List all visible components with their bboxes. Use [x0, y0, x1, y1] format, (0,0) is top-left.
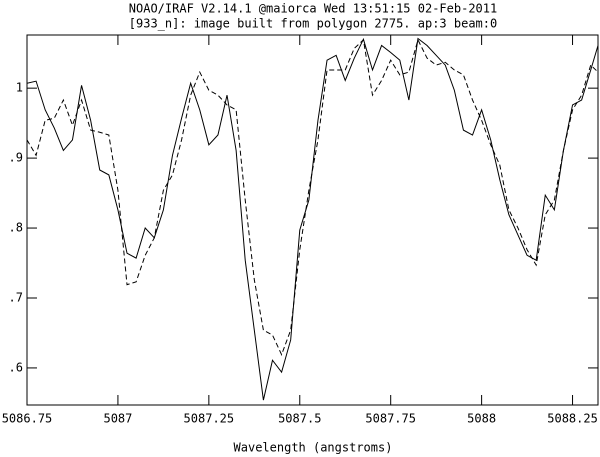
- x-axis-label: Wavelength (angstroms): [234, 441, 393, 455]
- y-tick-label: .7: [9, 290, 23, 304]
- chart-title: NOAO/IRAF V2.14.1 @maiorca Wed 13:51:15 …: [129, 2, 497, 16]
- x-tick-label: 5087.75: [365, 412, 416, 426]
- chart-subtitle: [933_n]: image built from polygon 2775. …: [129, 17, 497, 31]
- y-tick-label: .8: [9, 221, 23, 235]
- data-line: [27, 38, 598, 356]
- y-tick-label: 1: [16, 81, 23, 95]
- y-tick-label: .9: [9, 151, 23, 165]
- x-tick-label: 5087.5: [278, 412, 321, 426]
- x-tick-label: 5086.75: [2, 412, 53, 426]
- x-tick-label: 5088: [467, 412, 496, 426]
- data-line: [27, 37, 598, 401]
- x-tick-label: 5087.25: [184, 412, 235, 426]
- y-tick-label: .6: [9, 360, 23, 374]
- plot-frame: [26, 34, 599, 406]
- x-tick-label: 5088.25: [547, 412, 598, 426]
- x-tick-label: 5087: [103, 412, 132, 426]
